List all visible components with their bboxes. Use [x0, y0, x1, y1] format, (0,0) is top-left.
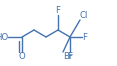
Text: F: F — [82, 32, 87, 42]
Text: F: F — [55, 6, 60, 15]
Text: Cl: Cl — [80, 11, 88, 20]
Text: O: O — [19, 52, 25, 61]
Text: Br: Br — [63, 52, 73, 61]
Text: HO: HO — [0, 32, 8, 42]
Text: F: F — [68, 52, 73, 61]
